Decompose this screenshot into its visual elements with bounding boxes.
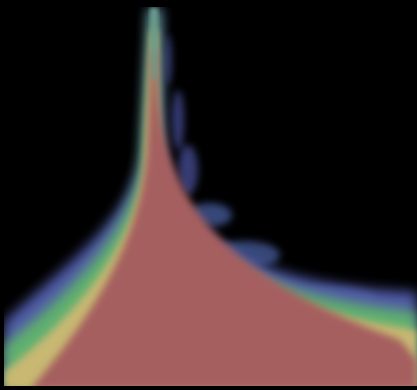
- core: [33, 50, 417, 386]
- wisp: [172, 90, 184, 150]
- spike: [150, 8, 158, 80]
- wisp: [164, 35, 172, 85]
- energy-field: [4, 8, 417, 386]
- wisp: [178, 145, 198, 195]
